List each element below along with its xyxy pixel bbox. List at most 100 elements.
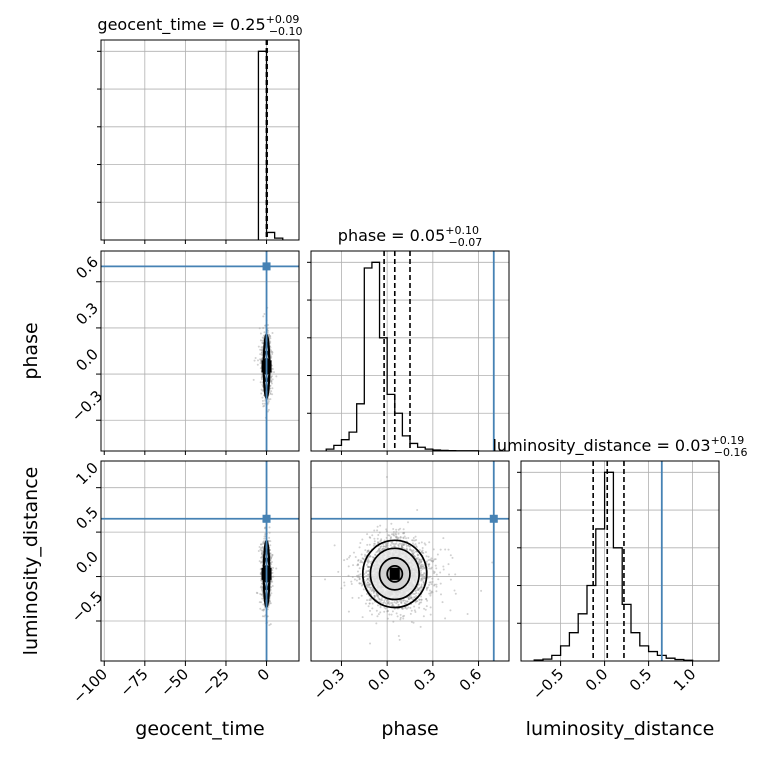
sample-point <box>418 542 421 545</box>
sample-point <box>420 561 423 564</box>
sample-point <box>385 599 388 602</box>
sample-point <box>387 602 390 605</box>
sample-point <box>415 557 418 560</box>
panel-border <box>520 460 720 662</box>
sample-point <box>406 548 409 551</box>
sample-point <box>403 543 406 546</box>
sample-point <box>361 583 364 586</box>
sample-point <box>263 402 266 405</box>
sample-point <box>369 536 372 539</box>
sample-point <box>366 549 369 552</box>
sample-point <box>376 549 379 552</box>
sample-point <box>369 597 372 600</box>
x-tick-label: −0.3 <box>310 665 348 703</box>
sample-point <box>269 540 272 543</box>
sample-point <box>377 549 380 552</box>
sample-point <box>267 401 270 404</box>
sample-point <box>412 592 415 595</box>
sample-point <box>368 586 371 589</box>
sample-point <box>435 590 438 593</box>
title-minus: −0.10 <box>269 25 303 38</box>
sample-point <box>391 603 394 606</box>
sample-point <box>361 561 364 564</box>
sample-point <box>419 559 422 562</box>
sample-point <box>260 556 263 559</box>
sample-point <box>267 333 270 336</box>
sample-point <box>392 542 395 545</box>
sample-point <box>435 573 438 576</box>
sample-point <box>413 596 416 599</box>
sample-point <box>420 598 423 601</box>
sample-point <box>262 327 265 330</box>
panel-content <box>311 251 509 451</box>
sample-point <box>366 585 369 588</box>
sample-point <box>414 601 417 604</box>
sample-point <box>270 375 273 378</box>
sample-point <box>420 601 423 604</box>
sample-point <box>406 600 409 603</box>
sample-point <box>333 544 336 547</box>
sample-point <box>385 542 388 545</box>
sample-point <box>417 562 420 565</box>
sample-point <box>302 593 304 595</box>
sample-point <box>392 545 395 548</box>
sample-point <box>365 571 368 574</box>
sample-point <box>429 613 432 616</box>
title-geocent_time: geocent_time = 0.25+0.09 −0.10 <box>97 13 302 38</box>
sample-point <box>270 380 273 383</box>
sample-point <box>402 532 405 535</box>
sample-point <box>395 530 398 533</box>
sample-point <box>409 606 412 609</box>
sample-point <box>393 601 396 604</box>
sample-point <box>413 539 416 542</box>
sample-point <box>431 580 434 583</box>
sample-point <box>400 601 403 604</box>
sample-point <box>259 367 262 370</box>
sample-point <box>413 609 416 612</box>
sample-point <box>399 527 402 530</box>
sample-point <box>449 609 452 612</box>
sample-point <box>405 602 408 605</box>
sample-point <box>382 543 385 546</box>
sample-point <box>358 582 361 585</box>
x-tick-label: −100 <box>69 665 111 707</box>
sample-point <box>261 555 264 558</box>
sample-point <box>435 583 438 586</box>
sample-point <box>366 584 369 587</box>
sample-point <box>405 548 408 551</box>
sample-point <box>431 591 434 594</box>
sample-point <box>425 560 428 563</box>
sample-point <box>423 572 426 575</box>
sample-point <box>367 573 370 576</box>
sample-point <box>385 536 388 539</box>
sample-point <box>397 635 400 638</box>
sample-point <box>366 550 369 553</box>
sample-point <box>416 557 419 560</box>
sample-point <box>372 590 375 593</box>
sample-point <box>268 531 271 534</box>
sample-point <box>394 532 397 535</box>
sample-point <box>275 567 278 570</box>
sample-point <box>270 375 273 378</box>
sample-point <box>418 558 421 561</box>
sample-point <box>261 349 264 352</box>
sample-point <box>379 547 382 550</box>
sample-point <box>417 556 420 559</box>
sample-point <box>414 543 417 546</box>
sample-point <box>380 539 383 542</box>
sample-point <box>366 581 369 584</box>
y-axis-label-luminosity_distance: luminosity_distance <box>20 467 42 656</box>
sample-point <box>409 545 412 548</box>
sample-point <box>260 549 263 552</box>
sample-point <box>271 350 274 353</box>
sample-point <box>421 578 424 581</box>
sample-point <box>439 593 442 596</box>
sample-point <box>401 542 404 545</box>
sample-point <box>366 577 369 580</box>
sample-point <box>400 601 403 604</box>
sample-point <box>430 566 433 569</box>
sample-point <box>271 580 274 583</box>
x-tick-label: −50 <box>157 665 192 700</box>
sample-point <box>263 313 266 316</box>
sample-point <box>394 536 397 539</box>
